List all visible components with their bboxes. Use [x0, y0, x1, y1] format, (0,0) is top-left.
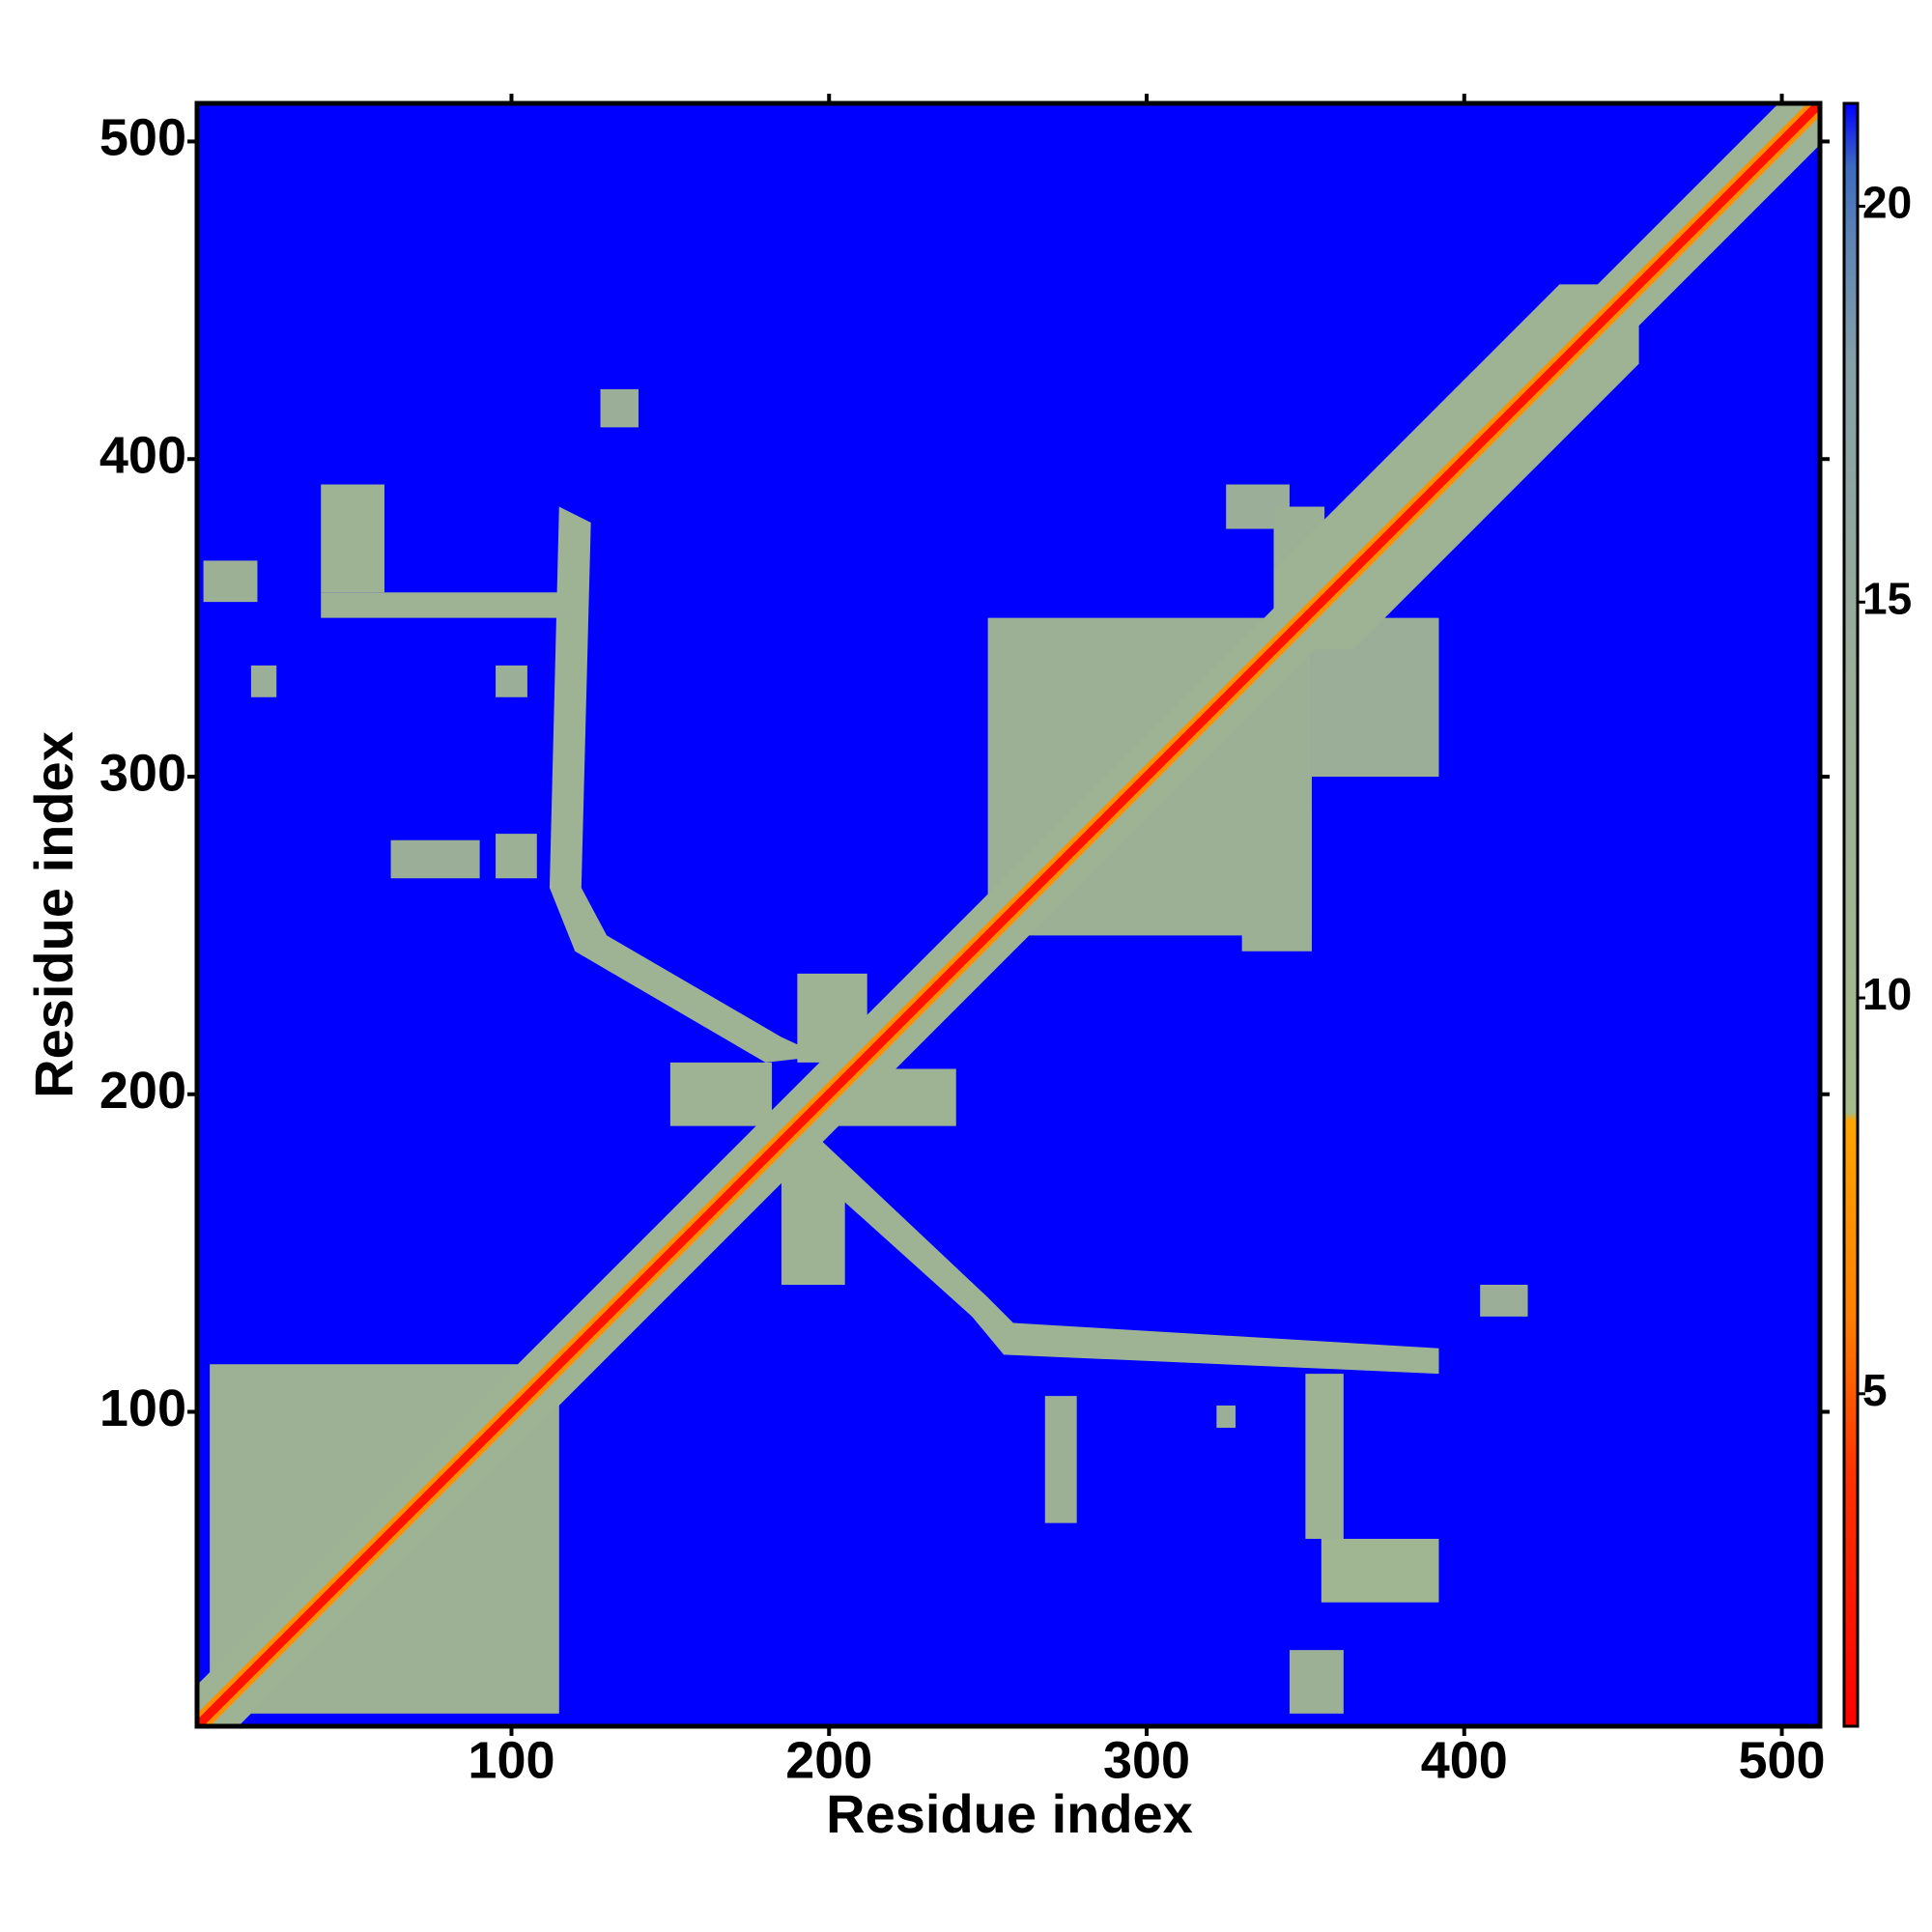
heatmap-region: [496, 665, 527, 697]
y-tick-label: 300: [99, 744, 186, 802]
colorbar-tick-label: 5: [1862, 1365, 1888, 1415]
heatmap-region: [1480, 1285, 1528, 1317]
heatmap-region: [781, 1164, 845, 1286]
colorbar-tick-label: 10: [1862, 969, 1912, 1019]
x-axis-label: Residue index: [826, 1783, 1193, 1844]
heatmap-region: [321, 484, 384, 593]
heatmap-region: [1241, 808, 1312, 952]
heatmap-region: [203, 560, 258, 603]
colorbar-tick-label: 15: [1862, 573, 1912, 623]
heatmap-region: [1321, 1539, 1439, 1603]
heatmap-region: [600, 388, 639, 428]
heatmap-region: [250, 665, 277, 697]
heatmap-region: [1289, 1650, 1344, 1714]
x-tick-label: 400: [1421, 1731, 1508, 1789]
colorbar: [1842, 101, 1860, 1728]
y-axis-label: Residue index: [23, 731, 84, 1098]
x-tick-label: 300: [1103, 1731, 1190, 1789]
heatmap-region: [549, 506, 823, 1063]
heatmap: [197, 103, 1820, 1726]
heatmap-region: [321, 592, 582, 618]
heatmap-region: [390, 839, 480, 879]
heatmap-region: [1044, 1396, 1077, 1523]
heatmap-region: [1305, 1374, 1344, 1540]
y-tick-label: 400: [99, 426, 186, 484]
heatmap-region: [496, 834, 537, 879]
y-tick-label: 100: [99, 1379, 186, 1437]
heatmap-region: [1216, 1405, 1236, 1428]
x-tick-label: 500: [1738, 1731, 1825, 1789]
heatmap-region: [669, 1062, 773, 1126]
x-tick-label: 100: [468, 1731, 554, 1789]
plot-border: [194, 100, 1823, 1729]
heatmap-region: [1311, 617, 1439, 777]
colorbar-tick-label: 20: [1862, 178, 1912, 228]
x-tick-label: 200: [785, 1731, 872, 1789]
heatmap-region: [197, 103, 1820, 1726]
y-tick-label: 500: [99, 109, 186, 167]
y-tick-label: 200: [99, 1062, 186, 1120]
